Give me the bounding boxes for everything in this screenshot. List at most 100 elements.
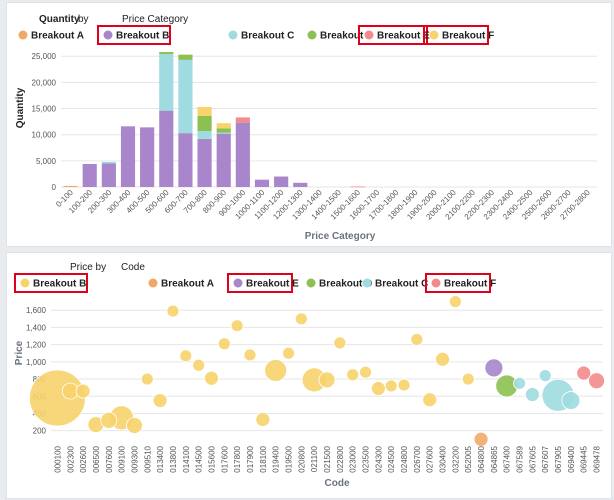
- legend-item-d[interactable]: Breakout D: [307, 30, 374, 42]
- point-009300: [126, 417, 143, 434]
- x-tick-label: 064800: [477, 445, 486, 472]
- x-tick-label: 021100: [310, 445, 319, 472]
- x-tick-label: 067607: [541, 445, 550, 472]
- point-064865: [484, 358, 504, 378]
- quantity-by-price-category-panel: Quantity by Price Category Breakout A Bre…: [6, 2, 612, 247]
- legend-item-c[interactable]: Breakout C: [228, 30, 295, 42]
- x-tick-labels: 000100 002300 002600 006500 007600 009100 0093…: [53, 445, 601, 472]
- legend-item-b[interactable]: Breakout E: [227, 273, 299, 293]
- legend-swatch: [233, 278, 243, 288]
- x-tick-label: 067589: [516, 445, 525, 472]
- point-030400: [435, 351, 450, 367]
- legend-highlight-box: [227, 273, 293, 293]
- grid-lines: [51, 309, 603, 432]
- legend-item-f[interactable]: Breakout B: [14, 273, 88, 293]
- point-020800: [294, 312, 308, 326]
- point-018100: [255, 412, 271, 427]
- point-019400: [264, 359, 288, 382]
- legend-label: Breakout D: [320, 31, 373, 42]
- legend-label: Breakout E: [246, 279, 299, 290]
- x-tick-label: 032200: [451, 445, 460, 472]
- x-tick-label: 030400: [439, 445, 448, 472]
- x-tick-label: 009100: [118, 445, 127, 472]
- scatter-chart-svg: Price by Code Breakout B Breakout A Breako…: [14, 262, 605, 489]
- legend-swatch: [103, 30, 113, 40]
- bar-400-500-b: [140, 127, 155, 187]
- bar-1200-1300-b: [293, 182, 308, 187]
- bar-800-900-c: [216, 132, 231, 134]
- legend-item-b[interactable]: Breakout B: [97, 25, 171, 45]
- legend-label: Breakout F: [444, 279, 496, 290]
- point-023500: [359, 365, 372, 379]
- bar-700-800-d: [197, 115, 212, 132]
- panel-dimension-label[interactable]: Price Category: [122, 14, 188, 25]
- legend-item-f[interactable]: Breakout F: [423, 25, 494, 45]
- panel-title: Price by: [70, 262, 106, 273]
- bar-700-800-f: [197, 106, 212, 116]
- point-064800: [473, 431, 489, 447]
- point-032200: [448, 295, 462, 309]
- legend-swatch: [20, 278, 30, 288]
- x-tick-label: 020800: [297, 445, 306, 472]
- x-tick-label: 069445: [580, 445, 589, 472]
- legend-highlight-box: [14, 273, 88, 293]
- x-tick-label: 018100: [259, 445, 268, 472]
- point-067607: [538, 369, 552, 383]
- bar-1000-1100-b: [254, 179, 270, 187]
- y-axis-label: Quantity: [15, 87, 26, 128]
- legend-label: Breakout F: [442, 31, 494, 42]
- legend-swatch: [18, 30, 28, 40]
- legend-item-d[interactable]: Breakout D: [306, 278, 373, 290]
- legend-item-a[interactable]: Breakout A: [148, 278, 214, 290]
- x-tick-label: 067905: [554, 445, 563, 472]
- y-tick-label: 25,000: [32, 52, 57, 61]
- bar-600-700-d: [178, 54, 193, 60]
- bar-800-900-d: [216, 128, 231, 133]
- legend-swatch: [429, 30, 439, 40]
- point-067589: [513, 376, 526, 390]
- legend-label: Breakout E: [377, 31, 430, 42]
- legend: Breakout B Breakout A Breakout E Breakout D…: [14, 273, 496, 293]
- bar-500-600-d: [159, 52, 174, 55]
- price-by-code-panel: Price by Code Breakout B Breakout A Breako…: [6, 252, 612, 499]
- point-002600: [75, 383, 91, 399]
- legend-item-a[interactable]: Breakout A: [18, 30, 84, 42]
- point-026700: [410, 333, 424, 346]
- legend-highlight-box: [425, 273, 491, 293]
- legend-item-e[interactable]: Breakout E: [358, 25, 430, 45]
- point-015600: [204, 370, 219, 386]
- bar-700-800-b: [197, 138, 212, 187]
- panel-dimension-label[interactable]: Code: [121, 262, 145, 273]
- x-axis-label: Price Category: [305, 231, 376, 242]
- y-tick-label: 1,400: [26, 323, 47, 332]
- legend-item-e[interactable]: Breakout F: [425, 273, 496, 293]
- x-tick-label: 023000: [349, 445, 358, 472]
- bar-500-600-c: [159, 54, 174, 111]
- x-tick-label: 069478: [593, 445, 602, 472]
- legend-swatch: [148, 278, 158, 288]
- x-tick-label: 002300: [66, 445, 75, 472]
- bar-900-1000-e: [235, 117, 250, 123]
- x-tick-label: 009510: [143, 445, 152, 472]
- legend-swatch: [228, 30, 238, 40]
- x-axis-label: Code: [325, 478, 350, 489]
- x-tick-label: 026700: [413, 445, 422, 472]
- bar-chart-svg: Quantity by Price Category Breakout A Bre…: [15, 14, 597, 242]
- legend-swatch: [431, 278, 441, 288]
- point-017800: [230, 319, 244, 333]
- point-024800: [397, 378, 411, 392]
- x-tick-label: 009300: [130, 445, 139, 472]
- x-tick-label: 006500: [92, 445, 101, 472]
- point-019500: [282, 346, 295, 360]
- legend: Breakout A Breakout B Breakout C Breakout D…: [18, 25, 494, 45]
- legend-label: Breakout D: [319, 279, 372, 290]
- point-027600: [422, 392, 438, 408]
- legend-swatch: [306, 278, 316, 288]
- bar-600-700-c: [178, 59, 193, 134]
- x-tick-label: 022800: [336, 445, 345, 472]
- legend-item-c[interactable]: Breakout C: [362, 278, 429, 290]
- bar-1500-1600-e: [350, 186, 365, 188]
- x-tick-label: 024800: [400, 445, 409, 472]
- point-024300: [370, 381, 386, 396]
- panel-title: Quantity: [39, 14, 80, 25]
